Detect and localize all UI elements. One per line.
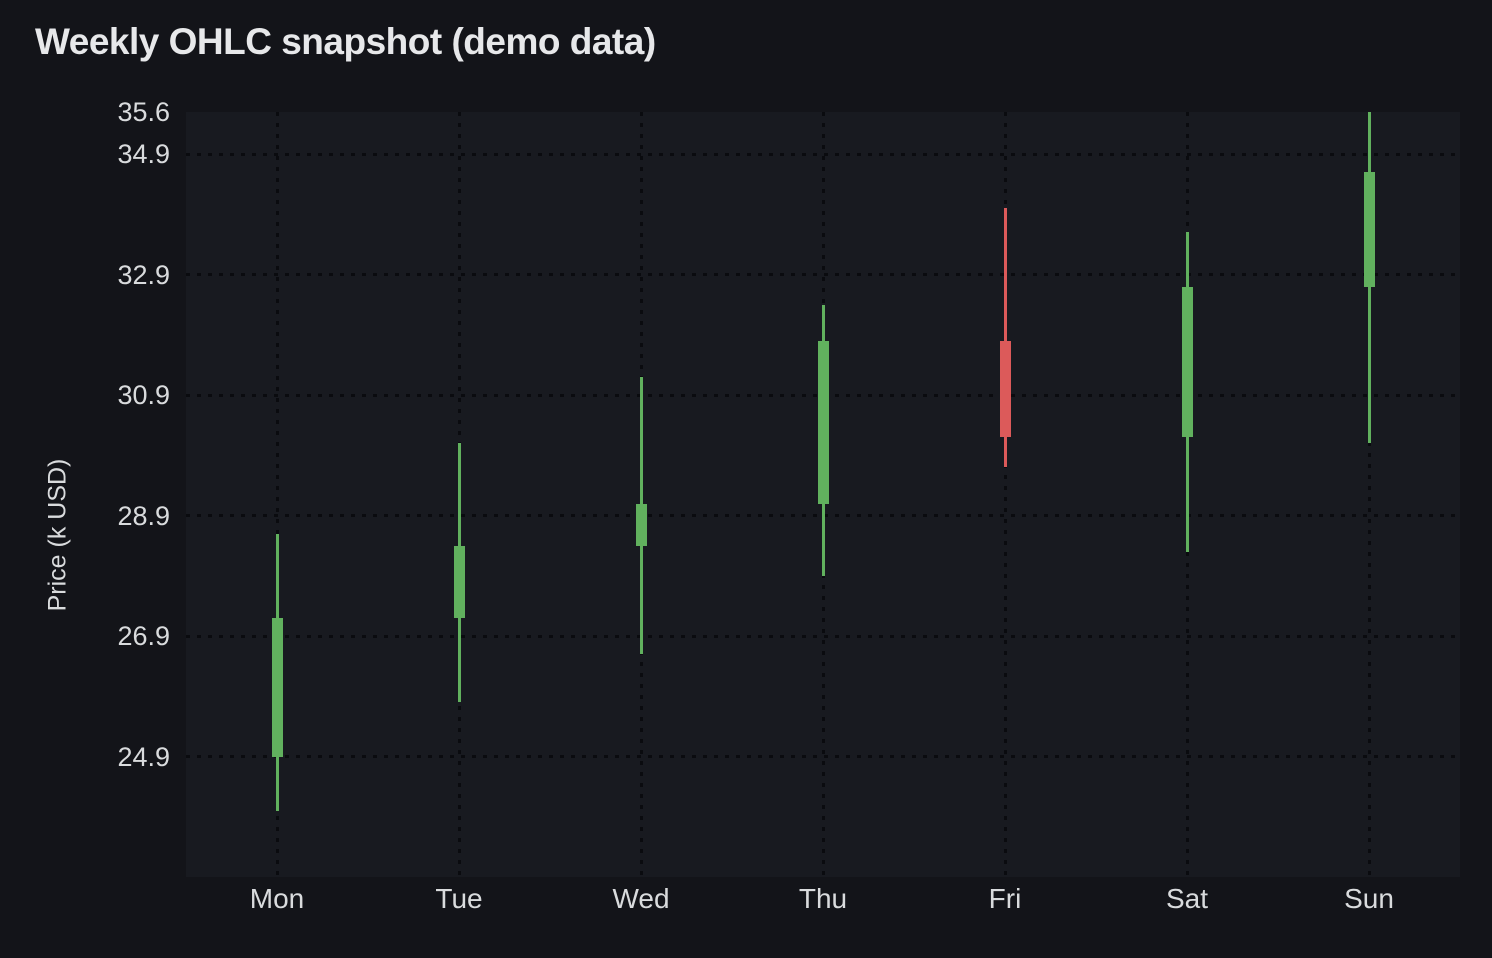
candle-body [1363, 172, 1375, 287]
chart-title: Weekly OHLC snapshot (demo data) [35, 21, 656, 62]
candle-body [271, 617, 283, 757]
y-axis-title: Price (k USD) [43, 458, 72, 611]
x-tick-label: Tue [435, 883, 483, 914]
y-tick-label: 32.9 [117, 259, 170, 290]
candle-body [453, 545, 465, 618]
candle-body [999, 340, 1011, 438]
candle-wick [1003, 208, 1007, 468]
y-tick-label: 26.9 [117, 621, 170, 652]
candle-body [1181, 286, 1193, 438]
candle-body [817, 340, 829, 504]
plot-area [186, 112, 1460, 877]
y-tick-label: 34.9 [117, 139, 170, 170]
candle-body [635, 503, 647, 546]
y-tick-label: 35.6 [117, 97, 170, 127]
x-tick-label: Sun [1344, 883, 1394, 914]
y-tick-label: 28.9 [117, 500, 170, 531]
x-tick-label: Fri [988, 883, 1022, 914]
gridline-x-mon [275, 112, 279, 877]
y-tick-label: 30.9 [117, 380, 170, 411]
gridline-x-fri [1003, 112, 1007, 877]
x-tick-label: Wed [612, 883, 670, 914]
x-tick-label: Mon [249, 883, 305, 914]
y-tick-label: 24.9 [117, 741, 170, 772]
x-tick-label: Thu [798, 883, 848, 914]
gridline-x-sun [1367, 112, 1371, 877]
x-tick-label: Sat [1165, 883, 1209, 914]
